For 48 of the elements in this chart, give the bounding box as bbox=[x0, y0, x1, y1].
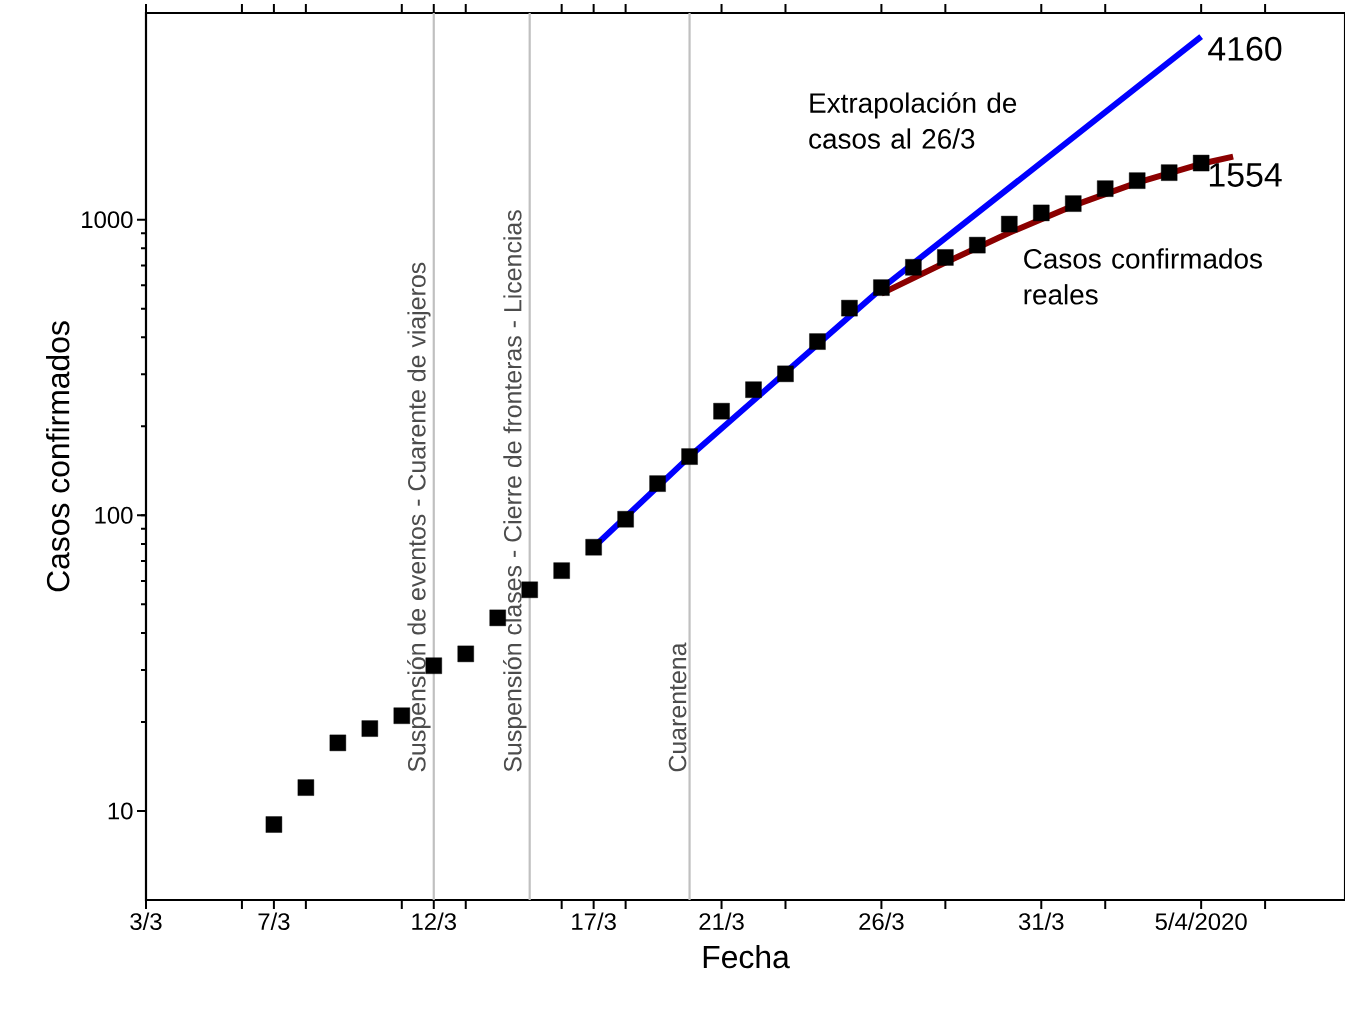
point bbox=[489, 609, 506, 627]
point bbox=[681, 448, 698, 465]
point bbox=[873, 279, 890, 296]
point bbox=[649, 475, 666, 492]
point bbox=[1129, 172, 1146, 189]
point bbox=[617, 511, 634, 528]
annotation: 4160 bbox=[1208, 36, 1282, 61]
point bbox=[1001, 215, 1018, 233]
point bbox=[1097, 180, 1114, 197]
point bbox=[521, 581, 538, 598]
x-tick-label: 31/3 bbox=[1018, 912, 1064, 931]
point bbox=[777, 365, 794, 383]
ref-line-label: Cuarentena bbox=[668, 642, 687, 772]
annotation: 1554 bbox=[1209, 163, 1282, 187]
point bbox=[553, 562, 570, 579]
x-tick-label: 5/4/2020 bbox=[1155, 912, 1247, 931]
x-tick-label: 12/3 bbox=[412, 912, 456, 931]
x-axis-title: Fecha bbox=[703, 944, 790, 969]
ref-line-label: Suspensión de eventos - Cuarente de viajeros bbox=[407, 262, 431, 772]
point bbox=[809, 333, 826, 350]
point bbox=[1192, 154, 1210, 172]
ref-line-label: Suspensión clases - Cierre de fronteras - Licencias bbox=[502, 210, 527, 772]
point bbox=[1160, 164, 1178, 181]
point bbox=[329, 734, 347, 752]
point bbox=[457, 645, 474, 663]
y-tick-label: 100 bbox=[95, 506, 133, 524]
point bbox=[969, 236, 986, 254]
point bbox=[745, 381, 762, 398]
point bbox=[585, 539, 602, 556]
point bbox=[713, 402, 730, 420]
y-tick-label: 1000 bbox=[82, 211, 133, 229]
point bbox=[265, 816, 283, 833]
x-tick-label: 17/3 bbox=[572, 912, 616, 931]
x-tick-label: 7/3 bbox=[258, 912, 290, 931]
x-tick-label: 3/3 bbox=[130, 912, 162, 931]
point bbox=[1033, 204, 1050, 222]
x-tick-label: 26/3 bbox=[859, 912, 904, 931]
point bbox=[361, 720, 379, 737]
point bbox=[937, 249, 954, 266]
y-axis-title: Casos confirmados bbox=[46, 321, 70, 592]
point bbox=[905, 259, 922, 276]
point bbox=[1065, 195, 1082, 212]
point bbox=[297, 779, 315, 796]
series-label: Extrapolación de casos al 26/3 bbox=[809, 92, 1017, 149]
point bbox=[841, 299, 858, 317]
y-tick-label: 10 bbox=[108, 802, 133, 820]
series-label: Casos confirmados reales bbox=[1024, 248, 1262, 305]
x-tick-label: 21/3 bbox=[699, 912, 744, 931]
